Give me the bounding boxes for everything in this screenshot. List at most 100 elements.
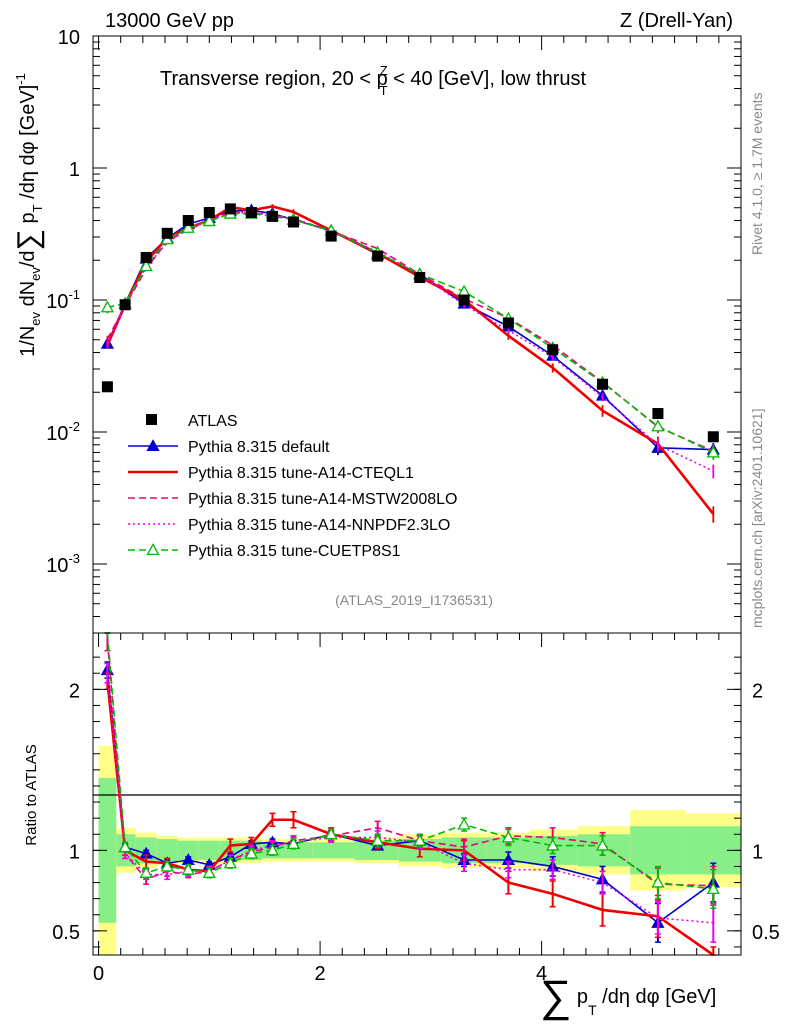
ratio-band-inner — [177, 840, 199, 861]
ratio-y-tick-label-right: 0.5 — [752, 922, 780, 944]
main-series-marker — [706, 445, 720, 458]
ratio-series-marker — [501, 830, 515, 843]
svg-text:1/Nev dNev/d∑ pT /dη dφ [GeV]: 1/Nev dNev/d∑ pT /dη dφ [GeV]-1 — [12, 73, 45, 357]
ratio-band-inner — [156, 839, 178, 862]
ratio-series-marker — [244, 846, 259, 859]
legend-label: Pythia 8.315 default — [188, 439, 330, 456]
ratio-series-marker — [181, 862, 195, 875]
ratio-series-line — [106, 673, 714, 924]
ratio-y-tick-label: 0.5 — [52, 922, 80, 944]
data-point-atlas — [182, 215, 194, 227]
data-point-atlas — [458, 294, 470, 306]
data-point-atlas — [101, 381, 113, 393]
ratio-series-marker — [286, 837, 301, 849]
ratio-series-marker — [160, 859, 174, 872]
legend-marker-atlas — [146, 414, 157, 425]
ratio-y-ticks: 2 2 1 1 0.5 0.5 — [52, 656, 780, 948]
svg-text:mcplots.cern.ch [arXiv:2401.10: mcplots.cern.ch [arXiv:2401.10621] — [749, 409, 765, 628]
x-tick-label: 0 — [93, 963, 104, 985]
data-point-atlas — [140, 251, 152, 263]
x-tick-label: 2 — [315, 963, 326, 985]
ratio-series-marker — [139, 866, 153, 878]
subtitle-prefix: Transverse region, 20 < p — [160, 68, 388, 90]
data-point-atlas — [547, 344, 559, 356]
subtitle-tail: < 40 [GeV], low thrust — [388, 68, 587, 90]
legend-label: Pythia 8.315 tune-CUETP8S1 — [188, 543, 401, 560]
main-y-tick-label: 10-3 — [46, 551, 80, 577]
ratio-y-tick-label: 2 — [69, 680, 80, 702]
ratio-y-tick-label-right: 2 — [752, 680, 763, 702]
analysis-id: (ATLAS_2019_I1736531) — [335, 592, 493, 608]
svg-text:Rivet 4.1.0, ≥ 1.7M events: Rivet 4.1.0, ≥ 1.7M events — [749, 92, 765, 255]
ratio-series-marker — [324, 827, 338, 840]
ratio-band-inner — [312, 842, 355, 859]
legend-label-atlas: ATLAS — [188, 413, 238, 430]
ratio-series-marker — [371, 833, 385, 846]
ratio-y-label: Ratio to ATLAS — [23, 744, 40, 845]
subtitle-sub: T — [380, 83, 388, 98]
subtitle-sup: Z — [380, 63, 388, 78]
main-y-ticks: 10 1 10-1 10-2 10-3 — [46, 27, 741, 634]
data-point-atlas — [502, 317, 514, 329]
data-point-atlas — [287, 216, 299, 228]
main-series-marker — [181, 221, 195, 233]
main-y-tick-label: 10 — [58, 27, 80, 49]
x-tick-label: 4 — [536, 963, 547, 985]
ratio-series-line — [106, 669, 714, 924]
ratio-y-tick-label-right: 1 — [752, 841, 763, 863]
main-y-tick-label: 1 — [69, 159, 80, 181]
legend: ATLAS Pythia 8.315 default Pythia 8.315 tu… — [128, 413, 457, 560]
ratio-band-inner — [98, 777, 117, 923]
main-y-tick-label: 10-2 — [46, 419, 80, 445]
ratio-plot-frame — [92, 632, 742, 956]
main-series-marker — [457, 284, 471, 297]
main-series-marker — [100, 300, 115, 313]
main-series-marker — [651, 419, 665, 432]
ratio-series-line — [106, 681, 715, 957]
ratio-series-marker — [457, 817, 471, 830]
data-point-atlas — [245, 207, 257, 219]
x-ticks: 0 2 4 — [93, 36, 720, 985]
header-energy: 13000 GeV pp — [105, 10, 234, 32]
side-mcplots-label: mcplots.cern.ch [arXiv:2401.10621] — [749, 409, 765, 628]
main-y-label: 1/Nev dNev/d∑ pT /dη dφ [GeV]-1 — [12, 73, 45, 357]
data-point-atlas — [203, 207, 215, 219]
ratio-series-marker — [223, 856, 237, 869]
ratio-series-marker — [651, 875, 665, 888]
ratio-plot: 2 2 1 1 0.5 0.5 0 2 4 — [52, 36, 780, 985]
ratio-band-inner — [198, 840, 220, 861]
legend-label: Pythia 8.315 tune-A14-CTEQL1 — [188, 465, 414, 482]
main-series-line — [106, 211, 714, 472]
ratio-series-marker — [546, 838, 560, 851]
ratio-series-marker — [413, 833, 427, 846]
data-point-atlas — [161, 227, 173, 239]
header-process: Z (Drell-Yan) — [620, 10, 733, 32]
ratio-series-marker — [265, 843, 280, 856]
legend-label: Pythia 8.315 tune-A14-NNPDF2.3LO — [188, 517, 450, 534]
ratio-series-marker — [202, 866, 216, 878]
main-series-marker — [202, 214, 216, 227]
legend-marker — [146, 439, 160, 452]
main-series-marker — [139, 259, 153, 272]
ratio-y-tick-label: 1 — [69, 841, 80, 863]
ratio-series-marker — [595, 838, 610, 851]
data-point-atlas — [266, 210, 278, 222]
legend-label: Pythia 8.315 tune-A14-MSTW2008LO — [188, 491, 457, 508]
data-point-atlas — [597, 378, 609, 390]
legend-marker — [146, 543, 160, 556]
main-y-tick-label: 10-1 — [46, 287, 80, 313]
side-rivet-label: Rivet 4.1.0, ≥ 1.7M events — [749, 92, 765, 255]
main-data-points — [101, 203, 719, 443]
plot-subtitle: Transverse region, 20 < pZ T < 40 [GeV], … — [160, 63, 586, 98]
ratio-series-group — [100, 632, 720, 957]
data-point-atlas — [372, 250, 384, 262]
data-point-atlas — [707, 431, 719, 443]
x-axis-label: ∑ pT /dη dφ [GeV] — [540, 972, 716, 1021]
data-point-atlas — [224, 203, 236, 215]
data-point-atlas — [325, 230, 337, 242]
data-point-atlas — [414, 272, 426, 284]
ratio-series-marker — [118, 840, 132, 853]
ratio-series-marker — [706, 882, 720, 895]
data-point-atlas — [652, 408, 664, 420]
